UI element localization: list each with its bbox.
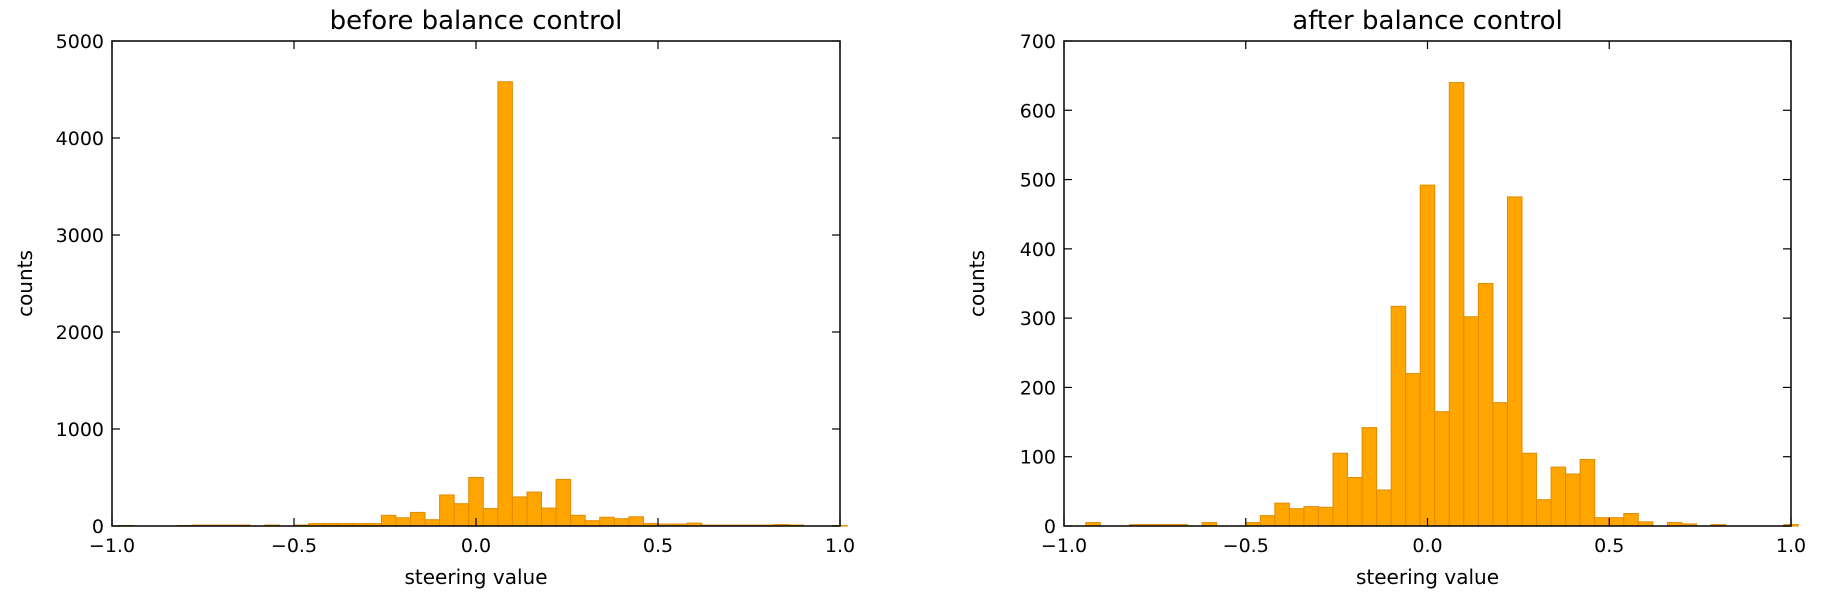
histogram-bar [599,516,615,527]
y-tick-label: 0 [1044,516,1056,538]
histogram-bar [1405,373,1421,527]
x-tick-label: −0.5 [271,535,317,557]
histogram-bar [1259,515,1276,527]
histogram-bar [1521,452,1538,527]
histogram-bar [439,494,455,527]
chart-title: before balance control [330,6,623,36]
y-tick-label: 0 [92,516,104,538]
histogram-bar [555,478,572,527]
histogram-bar [380,514,397,527]
histogram-bar [1361,427,1378,527]
bars-group [1085,82,1799,527]
y-tick-label: 4000 [56,128,104,150]
histogram-bar [1594,517,1610,527]
histogram-bar [497,81,513,527]
histogram-bar [1317,506,1334,527]
histogram-bar [1608,517,1625,527]
histogram-bar [424,519,441,527]
x-tick-label: 1.0 [1776,535,1806,557]
histogram-bar [1303,506,1319,527]
x-tick-label: 0.0 [1412,535,1442,557]
histogram-bar [1536,499,1552,527]
x-axis-label: steering value [404,565,547,589]
y-tick-label: 200 [1020,377,1056,399]
histogram-bar [1419,184,1436,527]
histogram-bar [1274,502,1290,527]
histogram-bar [541,507,557,527]
x-axis-label: steering value [1356,565,1499,589]
x-tick-label: −0.5 [1223,535,1269,557]
histogram-bar [482,508,499,527]
chart-after-balance-control: −1.0 −0.5 0.0 0.5 1.00100200300400500600700 … [965,6,1806,589]
histogram-bar [628,516,644,527]
y-tick-label: 400 [1020,239,1056,261]
y-tick-label: 3000 [56,225,104,247]
chart-before-balance-control: −1.0 −0.5 0.0 0.5 1.0 0 1000 2000 3000 4000 5000 b… [13,6,855,589]
x-tick-label: 0.5 [643,535,673,557]
ticks-group: −1.0 −0.5 0.0 0.5 1.0 0 100 200 300 400 500 600 700 [1020,31,1806,557]
y-tick-label: 1000 [56,419,104,441]
y-tick-label: 600 [1020,100,1056,122]
histogram-bar [1448,82,1465,527]
histogram-bar [1288,508,1305,527]
histogram-bar [1506,196,1523,527]
histogram-bar [1376,489,1392,527]
x-tick-label: −1.0 [1041,535,1087,557]
histogram-bar [1434,411,1450,527]
histogram-bar [511,496,528,527]
histogram-bar [1623,513,1639,527]
histogram-bar [1332,452,1349,527]
y-tick-label: 100 [1020,447,1056,469]
histogram-bar [409,511,426,527]
histogram-bar [1477,283,1494,527]
histogram-bar [1463,316,1479,527]
y-tick-label: 300 [1020,308,1056,330]
histogram-bar [1565,473,1581,527]
chart-title: after balance control [1292,6,1563,36]
y-tick-label: 2000 [56,322,104,344]
histogram-bar [613,518,630,527]
x-tick-label: −1.0 [89,535,135,557]
x-tick-label: 0.5 [1594,535,1624,557]
bars-group [118,81,848,527]
histogram-bar [526,491,543,527]
y-axis-label: counts [965,250,989,317]
plot-frame [111,40,841,527]
histogram-bar [1347,477,1363,527]
histogram-bar [570,514,586,527]
y-tick-label: 700 [1020,31,1056,53]
histogram-bar [1390,305,1407,527]
histogram-bar [1579,458,1596,527]
histogram-bar [453,503,470,527]
histogram-bar [395,517,411,527]
y-axis-label: counts [13,250,37,317]
y-tick-label: 5000 [56,31,104,53]
x-tick-label: 1.0 [825,535,855,557]
histogram-bar [1550,466,1567,527]
ticks-group: −1.0 −0.5 0.0 0.5 1.0 0 1000 2000 3000 4000 5000 [56,31,855,557]
histogram-bar [584,520,601,527]
y-tick-label: 500 [1020,170,1056,192]
histogram-bar [1492,402,1508,527]
x-tick-label: 0.0 [461,535,491,557]
